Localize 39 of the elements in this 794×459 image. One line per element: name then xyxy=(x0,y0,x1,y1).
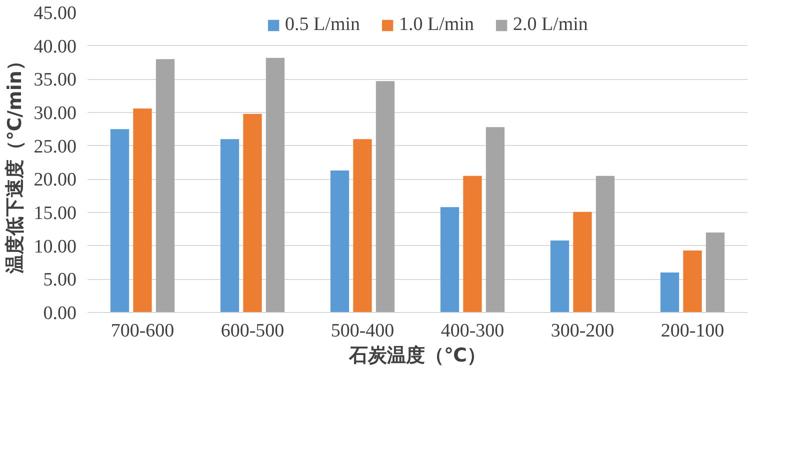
x-tick-label: 700-600 xyxy=(110,320,174,342)
bar xyxy=(156,59,175,312)
bar xyxy=(573,212,592,312)
y-tick-label: 30.00 xyxy=(34,103,76,124)
bar xyxy=(376,81,395,312)
bar xyxy=(133,108,152,312)
y-tick-label: 20.00 xyxy=(34,170,76,191)
bar xyxy=(683,250,702,312)
y-axis-title: 温度低下速度（℃/min） xyxy=(4,52,26,274)
y-tick-label: 0.00 xyxy=(43,303,76,324)
x-tick-label: 500-400 xyxy=(330,320,394,342)
y-tick-label: 45.00 xyxy=(34,3,76,24)
bar xyxy=(463,176,482,312)
legend-label: 0.5 L/min xyxy=(285,14,360,36)
x-tick-label: 600-500 xyxy=(220,320,284,342)
x-tick-label: 200-100 xyxy=(660,320,724,342)
y-tick-label: 10.00 xyxy=(34,236,76,258)
y-tick-label: 25.00 xyxy=(34,136,76,158)
x-tick-label: 400-300 xyxy=(440,320,504,342)
bar xyxy=(110,129,130,312)
bar xyxy=(486,127,505,312)
bar xyxy=(353,139,372,312)
x-axis-title: 石炭温度（℃） xyxy=(348,344,486,366)
bar xyxy=(550,240,570,312)
y-tick-label: 5.00 xyxy=(43,270,76,291)
x-tick-label: 300-200 xyxy=(550,320,614,342)
y-tick-label: 15.00 xyxy=(34,203,76,224)
bar xyxy=(330,170,350,312)
bar xyxy=(266,58,285,312)
bar xyxy=(440,207,460,312)
legend-label: 1.0 L/min xyxy=(399,14,474,36)
bar xyxy=(706,232,725,312)
bar xyxy=(220,139,240,312)
legend-label: 2.0 L/min xyxy=(512,14,588,36)
y-tick-label: 40.00 xyxy=(34,36,76,58)
bar xyxy=(243,114,262,312)
bar xyxy=(660,272,680,312)
y-tick-label: 35.00 xyxy=(34,70,76,91)
bar xyxy=(596,176,615,312)
